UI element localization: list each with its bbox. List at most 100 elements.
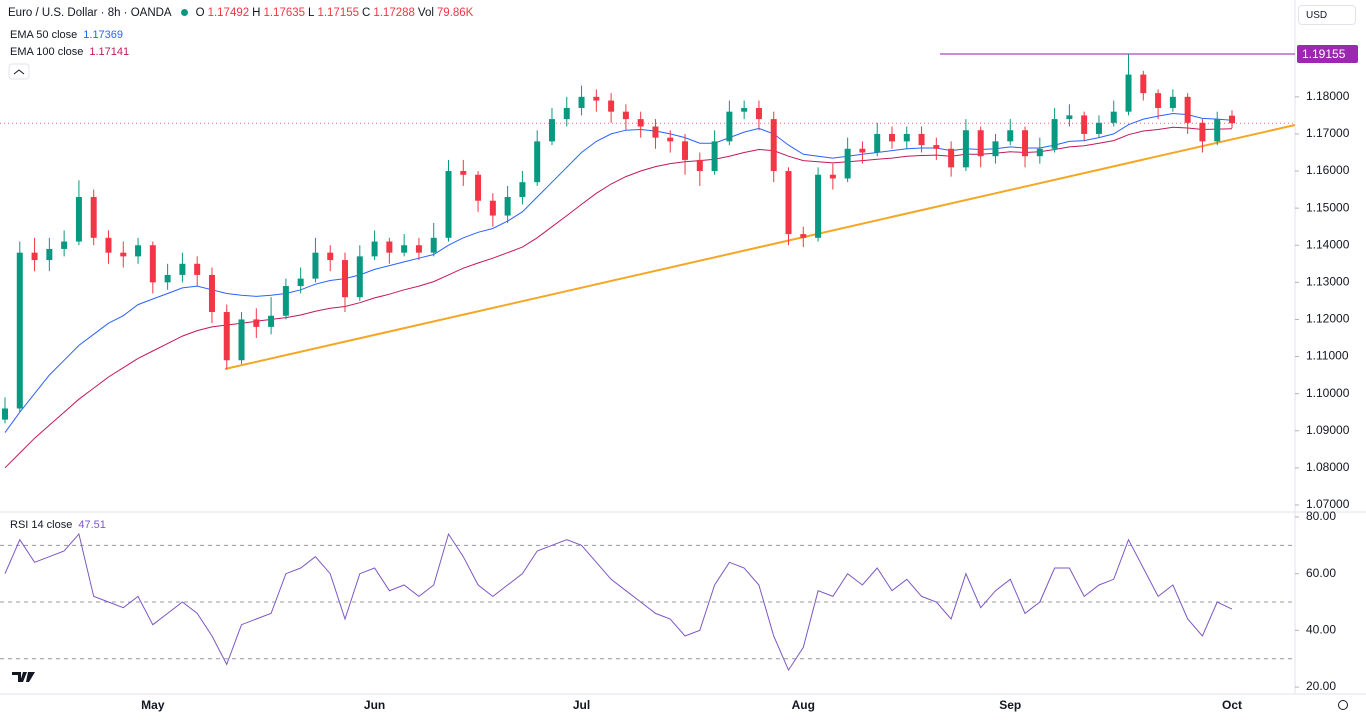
symbol-name: Euro / U.S. Dollar · 8h · OANDA (8, 7, 172, 19)
candle-body (578, 96, 585, 108)
settings-icon[interactable] (1338, 700, 1348, 710)
y-tick-label: 1.16000 (1306, 163, 1350, 177)
candle-body (46, 248, 53, 261)
market-status (180, 9, 188, 16)
x-tick-label: May (141, 698, 165, 712)
candle-body (755, 107, 762, 120)
y-tick-label: 1.17000 (1306, 126, 1350, 140)
candle-body (297, 278, 304, 287)
candle-body (622, 111, 629, 120)
rsi-line (4, 532, 1233, 672)
candle-body (149, 245, 156, 283)
collapse-icon (13, 69, 25, 75)
ohlc-label: H (252, 7, 261, 19)
y-tick-label: 1.10000 (1306, 386, 1350, 400)
y-tick-label: 1.09000 (1306, 423, 1350, 437)
volume-value: 79.86K (436, 7, 474, 19)
y-tick-label: 1.14000 (1306, 237, 1350, 251)
legend-name: EMA 50 close (10, 29, 78, 41)
candle-body (785, 171, 792, 235)
candle-body (1140, 74, 1147, 94)
candle-body (445, 171, 452, 238)
candle-body (386, 241, 393, 253)
candle-body (696, 159, 703, 172)
ema-line (4, 112, 1233, 433)
candle-body (327, 252, 334, 261)
ema-line (4, 126, 1233, 469)
y-tick-label: 60.00 (1306, 566, 1336, 580)
y-tick-label: 40.00 (1306, 623, 1336, 637)
candle-body (711, 141, 718, 172)
candle-body (726, 111, 733, 142)
legend-name: RSI 14 close (10, 519, 73, 531)
candle-body (933, 145, 940, 149)
x-tick-label: Jul (573, 698, 590, 712)
candle-body (977, 130, 984, 157)
ohlc-value: 1.17635 (263, 7, 306, 19)
candle-body (1095, 122, 1102, 134)
candle-body (1199, 122, 1206, 142)
candle-body (1155, 93, 1162, 108)
ohlc-label: O (195, 7, 205, 19)
candle-body (253, 319, 260, 327)
candle-body (770, 119, 777, 172)
candle-body (312, 252, 319, 279)
ohlc-label: L (308, 7, 315, 19)
candle-body (874, 133, 881, 153)
legend-name: EMA 100 close (10, 46, 84, 58)
price-label-box (1297, 44, 1358, 63)
rsi-legend: RSI 14 close 47.51 (10, 519, 112, 531)
candle-body (90, 197, 97, 238)
y-tick-label: 1.08000 (1306, 460, 1350, 474)
candle-body (1051, 119, 1058, 149)
volume-label: Vol (417, 7, 434, 19)
candle-body (475, 174, 482, 201)
candle-body (844, 148, 851, 179)
candle-body (135, 245, 142, 257)
y-tick-label: 1.07000 (1306, 497, 1350, 511)
candle-body (16, 252, 23, 409)
candle-body (829, 174, 836, 179)
candle-body (948, 148, 955, 168)
candle-body (504, 197, 511, 216)
legend-value: 47.51 (78, 519, 106, 531)
candle-body (1110, 111, 1117, 123)
ohlc-value: 1.17155 (317, 7, 360, 19)
y-tick-label: 1.11000 (1306, 349, 1349, 363)
ema-legend: EMA 100 close 1.17141 (10, 46, 135, 58)
candle-body (120, 252, 127, 257)
candle-body (593, 96, 600, 101)
y-tick-label: 20.00 (1306, 679, 1336, 693)
candle-body (1036, 148, 1043, 157)
candle-body (1022, 130, 1029, 157)
candle-body (534, 141, 541, 183)
candle-body (1169, 96, 1176, 108)
candle-body (164, 274, 171, 283)
candle-body (548, 119, 555, 142)
candle-body (223, 312, 230, 361)
candle-body (401, 245, 408, 253)
y-tick-label: 1.15000 (1306, 200, 1350, 214)
candle-body (460, 171, 467, 175)
y-tick-label: 1.18000 (1306, 89, 1350, 103)
currency-select[interactable]: USD (1298, 5, 1356, 25)
candle-body (815, 174, 822, 238)
ema-legend: EMA 50 close 1.17369 (10, 29, 129, 41)
collapse-button[interactable] (8, 63, 30, 80)
symbol-header: Euro / U.S. Dollar · 8h · OANDA O 1.17492 H… (8, 7, 476, 19)
candle-body (415, 245, 422, 253)
ohlc-label: C (362, 7, 371, 19)
candle-body (962, 130, 969, 168)
trendline (224, 124, 1296, 370)
candle-body (1081, 115, 1088, 134)
candle-body (179, 263, 186, 275)
candle-body (519, 182, 526, 198)
candle-body (282, 286, 289, 316)
candle-body (268, 315, 275, 327)
candle-body (342, 260, 349, 298)
candle-body (31, 252, 38, 261)
candle-body (1229, 115, 1235, 124)
candle-body (888, 133, 895, 142)
